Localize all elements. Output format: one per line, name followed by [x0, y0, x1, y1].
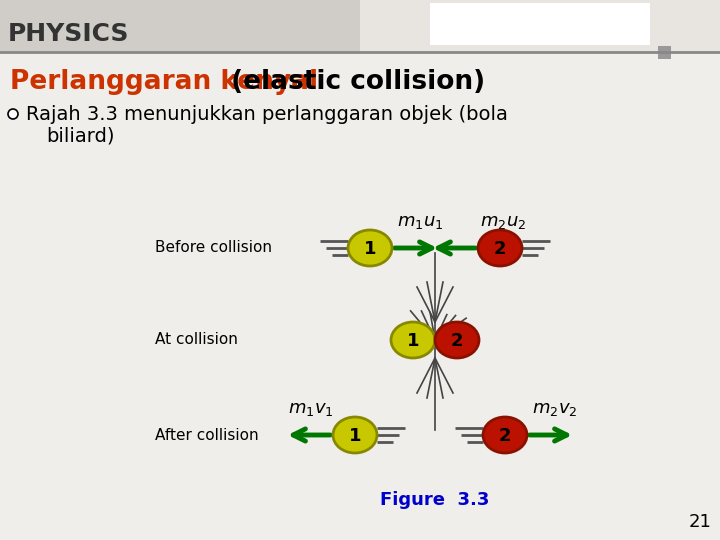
- Circle shape: [8, 109, 18, 119]
- Ellipse shape: [333, 417, 377, 453]
- Text: At collision: At collision: [155, 333, 238, 348]
- Text: 1: 1: [348, 427, 361, 445]
- Bar: [360, 0, 720, 52]
- Bar: [658, 46, 671, 59]
- Text: Rajah 3.3 menunjukkan perlanggaran objek (bola: Rajah 3.3 menunjukkan perlanggaran objek…: [26, 105, 508, 124]
- Ellipse shape: [478, 230, 522, 266]
- Text: $m_1u_1$: $m_1u_1$: [397, 213, 444, 231]
- Text: 21: 21: [688, 513, 711, 531]
- Ellipse shape: [483, 417, 527, 453]
- Text: $m_2u_2$: $m_2u_2$: [480, 213, 526, 231]
- Text: 2: 2: [499, 427, 511, 445]
- Text: biliard): biliard): [46, 126, 114, 145]
- Text: Perlanggaran kenyal: Perlanggaran kenyal: [10, 69, 318, 95]
- Text: Figure  3.3: Figure 3.3: [380, 491, 490, 509]
- Text: $m_2v_2$: $m_2v_2$: [532, 400, 577, 418]
- Text: After collision: After collision: [155, 428, 258, 442]
- Text: 2: 2: [494, 240, 506, 258]
- Text: 2: 2: [451, 332, 463, 350]
- Text: Before collision: Before collision: [155, 240, 272, 255]
- Bar: [430, 3, 650, 45]
- Text: PHYSICS: PHYSICS: [8, 22, 130, 46]
- Ellipse shape: [391, 322, 435, 358]
- Text: 1: 1: [407, 332, 419, 350]
- Ellipse shape: [435, 322, 479, 358]
- Ellipse shape: [348, 230, 392, 266]
- Text: $m_1v_1$: $m_1v_1$: [288, 400, 333, 418]
- Bar: [0, 0, 720, 52]
- Text: 1: 1: [364, 240, 377, 258]
- Text: (elastic collision): (elastic collision): [222, 69, 485, 95]
